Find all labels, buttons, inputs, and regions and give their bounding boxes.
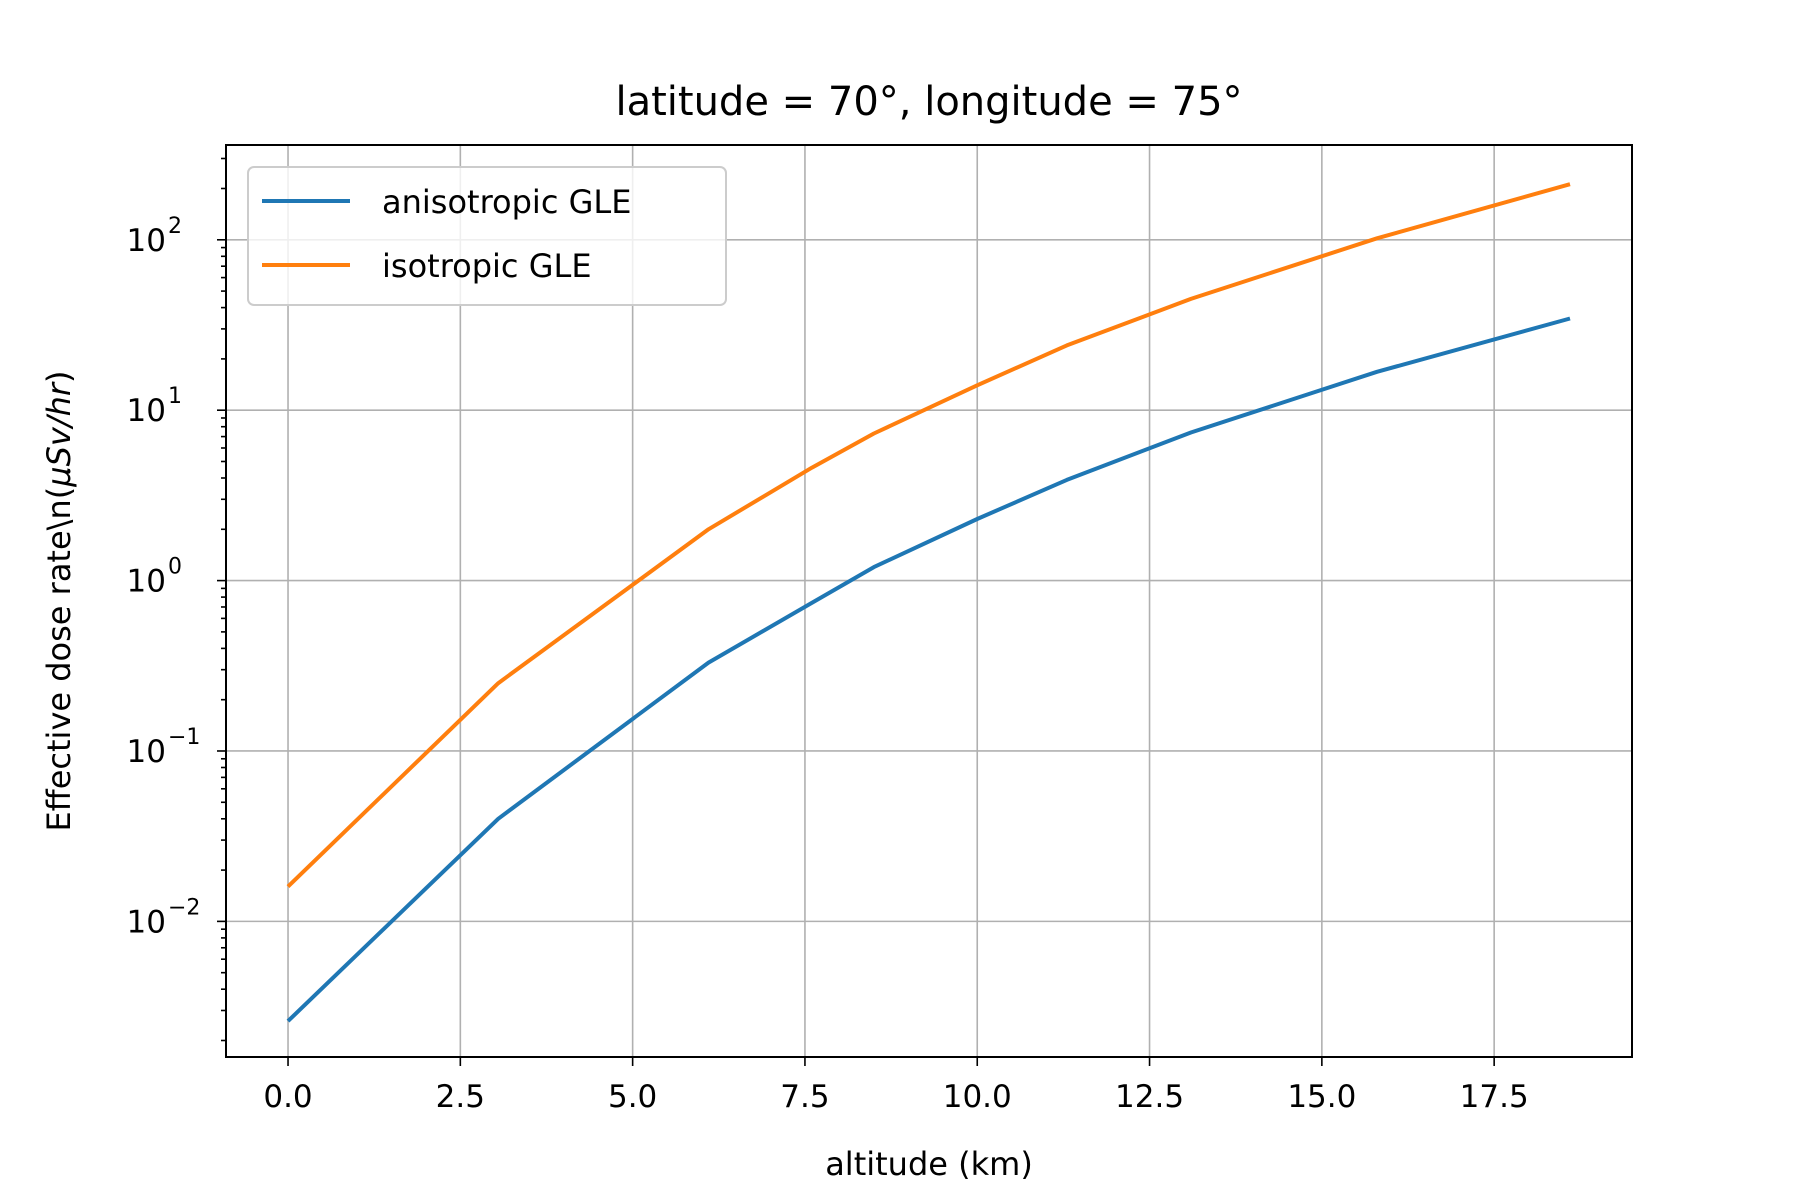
y-axis-label-suffix: )	[40, 370, 78, 382]
legend: anisotropic GLE isotropic GLE	[247, 166, 727, 306]
x-tick-label: 12.5	[1115, 1079, 1184, 1115]
y-tick-label: 10 2	[127, 214, 182, 259]
y-tick-label: 10 0	[127, 555, 182, 600]
x-tick-label: 10.0	[943, 1079, 1012, 1115]
y-tick-base: 10	[127, 564, 166, 600]
series-line-anisotropic-gle	[286, 316, 1571, 1023]
x-tick-label: 0.0	[263, 1079, 312, 1115]
x-tick-label: 7.5	[780, 1079, 829, 1115]
legend-frame	[247, 166, 727, 306]
y-tick-base: 10	[127, 734, 166, 770]
series-line-isotropic-gle	[286, 182, 1571, 889]
y-tick-base: 10	[127, 393, 166, 429]
y-tick-exponent: −1	[168, 725, 200, 750]
y-axis-label: Effective dose rate\n(μSv/hr)	[40, 370, 78, 831]
chart-title: latitude = 70°, longitude = 75°	[615, 79, 1242, 125]
x-tick-label: 15.0	[1287, 1079, 1356, 1115]
series-layer	[286, 182, 1571, 1023]
x-tick-label: 17.5	[1460, 1079, 1529, 1115]
y-axis-label-prefix: Effective dose rate\n(	[40, 487, 78, 832]
y-axis-label-unit: μSv/hr	[40, 381, 78, 488]
y-tick-exponent: 1	[168, 384, 182, 409]
y-tick-base: 10	[127, 904, 166, 940]
legend-label-anisotropic-gle: anisotropic GLE	[382, 183, 631, 221]
y-tick-label: 10 1	[127, 384, 182, 429]
y-tick-exponent: 2	[168, 214, 182, 239]
plot-area	[225, 144, 1633, 1058]
y-tick-label: 10 −1	[127, 725, 201, 770]
x-axis: 0.0 2.5 5.0 7.5 10.0 12.5 15.0 17.5	[263, 1057, 1529, 1115]
legend-label-isotropic-gle: isotropic GLE	[382, 247, 592, 285]
x-tick-label: 5.0	[608, 1079, 657, 1115]
y-tick-base: 10	[127, 223, 166, 259]
y-tick-exponent: −2	[168, 895, 200, 920]
x-axis-label: altitude (km)	[825, 1145, 1033, 1183]
y-tick-exponent: 0	[168, 555, 182, 580]
y-tick-label: 10 −2	[127, 895, 201, 940]
x-tick-label: 2.5	[436, 1079, 485, 1115]
